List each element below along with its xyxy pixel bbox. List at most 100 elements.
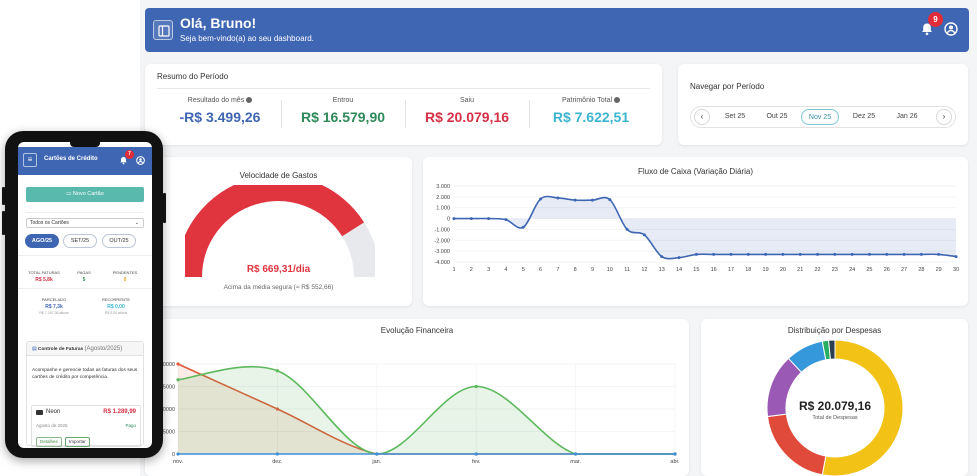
prev-period-button[interactable]: ‹	[694, 109, 710, 125]
tab-out25[interactable]: OUT/25	[102, 234, 136, 248]
evolucao-y-tick: 0	[172, 452, 175, 458]
fluxo-point	[521, 225, 525, 229]
gauge-fill	[185, 185, 365, 278]
tab-set25[interactable]: SET/25	[63, 234, 97, 248]
fluxo-x-tick: 28	[918, 267, 924, 273]
evolucao-title: Evolução Financeira	[380, 326, 454, 335]
period-out25[interactable]: Out 25	[766, 113, 788, 120]
novo-cartao-button[interactable]: ▭ Novo Cartão	[26, 187, 144, 202]
resumo-card: Resumo do Período Resultado do mês -R$ 3…	[145, 64, 662, 145]
period-dez25[interactable]: Dez 25	[852, 113, 876, 120]
fluxo-x-tick: 24	[849, 267, 855, 273]
velocidade-gauge	[185, 185, 375, 278]
fluxo-x-tick: 25	[866, 267, 872, 273]
fluxo-x-tick: 11	[624, 267, 630, 273]
evolucao-area	[178, 366, 675, 454]
bell-icon[interactable]	[920, 22, 934, 36]
donut-center-label: Total de Despesas	[812, 415, 858, 421]
evolucao-x-tick: mar.	[570, 459, 581, 465]
fatura-item-neon[interactable]: Neon R$ 1.289,99 Agosto de 2025 Pago Det…	[31, 405, 141, 447]
fluxo-point	[954, 255, 958, 259]
fluxo-point	[556, 196, 560, 200]
velocidade-caption: Acima da média segura (≈ R$ 552,66)	[223, 284, 334, 291]
tab-ago25[interactable]: AGO/25	[25, 234, 59, 248]
bell-icon[interactable]	[119, 156, 128, 165]
fluxo-x-tick: 16	[711, 267, 717, 273]
detalhes-button[interactable]: Detalhes	[36, 437, 62, 447]
greeting-title: Olá, Bruno!	[180, 15, 257, 31]
stat-saiu-label: Saiu	[459, 97, 474, 104]
fluxo-point	[919, 252, 923, 256]
fluxo-x-tick: 7	[556, 267, 559, 273]
phone-screen: ≡ Cartões de Crédito 7 ▭ Novo Cartão Tod…	[18, 142, 152, 448]
fluxo-point	[573, 198, 577, 202]
stat-pagas: PAGAS 5	[77, 270, 91, 283]
info-icon[interactable]	[246, 97, 253, 104]
fatura-value: R$ 1.289,99	[103, 409, 136, 415]
period-set25[interactable]: Set 25	[724, 113, 746, 120]
card-icon	[36, 410, 43, 415]
evolucao-card: Evolução Financeira 20000 15000 10000 5000 0…	[145, 319, 689, 476]
navegar-title: Navegar por Período	[690, 82, 765, 91]
fluxo-x-tick: 10	[607, 267, 613, 273]
controle-period: (Agosto/2025)	[84, 346, 123, 352]
period-navigator: ‹ Set 25 Out 25 Nov 25 Dez 25 Jan 26 ›	[690, 106, 956, 128]
fluxo-x-tick: 15	[693, 267, 699, 273]
info-icon[interactable]	[614, 97, 621, 104]
period-jan26[interactable]: Jan 26	[896, 113, 918, 120]
fluxo-y-tick: 2.000	[436, 195, 450, 201]
fluxo-card: Fluxo de Caixa (Variação Diária) 3.000 2.…	[423, 157, 968, 306]
next-period-button[interactable]: ›	[936, 109, 952, 125]
fluxo-title: Fluxo de Caixa (Variação Diária)	[637, 167, 753, 176]
user-icon[interactable]	[136, 156, 145, 165]
fluxo-point	[469, 217, 473, 221]
stat-recorrente: RECORRENTE R$ 0,00 R$ 0,00 ativos	[101, 297, 130, 315]
fluxo-x-tick: 13	[659, 267, 665, 273]
phone-mockup: ≡ Cartões de Crédito 7 ▭ Novo Cartão Tod…	[2, 131, 166, 458]
importar-button[interactable]: Importar	[65, 437, 90, 447]
fluxo-point	[850, 252, 854, 256]
stat-total-faturas: TOTAL FATURAS R$ 5,8k	[28, 270, 60, 283]
fluxo-x-tick: 22	[814, 267, 820, 273]
velocidade-value: R$ 669,31/dia	[246, 264, 311, 275]
fluxo-point	[660, 255, 664, 259]
sidebar-toggle-button[interactable]	[153, 20, 173, 40]
fluxo-point	[781, 252, 785, 256]
evolucao-point	[176, 452, 180, 456]
evolucao-point	[176, 362, 180, 366]
user-icon[interactable]	[944, 22, 958, 36]
navegar-card: Navegar por Período ‹ Set 25 Out 25 Nov …	[678, 64, 968, 145]
fluxo-point	[885, 252, 889, 256]
evolucao-point	[474, 452, 478, 456]
fluxo-x-tick: 21	[797, 267, 803, 273]
evolucao-x-tick: abr.	[670, 459, 680, 465]
evolucao-x-tick: nov.	[173, 459, 183, 465]
resumo-title: Resumo do Período	[157, 72, 229, 81]
evolucao-point	[474, 384, 478, 389]
fluxo-point	[816, 252, 820, 256]
fluxo-x-tick: 17	[728, 267, 734, 273]
fluxo-point	[729, 252, 733, 256]
fluxo-y-tick: -3.000	[434, 249, 450, 255]
fluxo-y-tick: -2.000	[434, 238, 450, 244]
fluxo-x-tick: 23	[832, 267, 838, 273]
fluxo-x-tick: 19	[763, 267, 769, 273]
fluxo-x-tick: 27	[901, 267, 907, 273]
fluxo-point	[694, 252, 698, 256]
cartoes-select[interactable]: Todos os Cartões ⌄	[26, 218, 144, 228]
fluxo-point	[833, 252, 837, 256]
fluxo-point	[539, 197, 543, 201]
notification-badge: 9	[928, 12, 943, 27]
menu-icon[interactable]: ≡	[23, 153, 37, 167]
evolucao-y-tick: 15000	[160, 385, 175, 391]
phone-notification-badge: 7	[125, 150, 134, 159]
stat-resultado-value: -R$ 3.499,26	[179, 109, 261, 125]
fluxo-x-tick: 26	[884, 267, 890, 273]
period-nov25[interactable]: Nov 25	[801, 109, 839, 125]
fatura-date: Agosto de 2025	[36, 423, 68, 428]
fluxo-chart: 3.000 2.000 1.000 0 -1.000 -2.000 -3.000 -4.000…	[434, 184, 959, 273]
stat-entrou-label: Entrou	[332, 97, 354, 104]
stat-patrimonio-label: Patrimônio Total	[561, 97, 613, 104]
donut-slice	[766, 413, 827, 476]
evolucao-y-tick: 20000	[160, 362, 175, 368]
